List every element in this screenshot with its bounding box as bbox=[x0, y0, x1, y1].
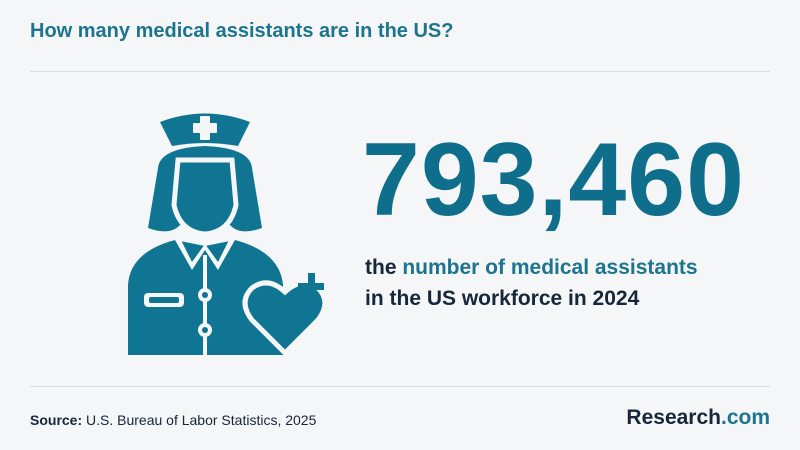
source-text: U.S. Bureau of Labor Statistics, 2025 bbox=[86, 412, 317, 428]
source: Source: U.S. Bureau of Labor Statistics,… bbox=[30, 412, 316, 428]
caption-rest: in the US workforce in 2024 bbox=[365, 287, 640, 310]
title: How many medical assistants are in the U… bbox=[30, 20, 454, 42]
source-label: Source: bbox=[30, 412, 83, 428]
divider bbox=[30, 386, 770, 387]
logo-main: Research bbox=[626, 406, 721, 429]
logo: Research.com bbox=[626, 406, 770, 430]
caption-highlight: number of medical assistants bbox=[402, 256, 698, 279]
nurse-icon bbox=[128, 113, 328, 357]
caption-lead: the bbox=[365, 256, 397, 279]
divider bbox=[30, 71, 770, 72]
stat-caption: the number of medical assistants in the … bbox=[365, 252, 698, 314]
stat-number: 793,460 bbox=[362, 122, 745, 238]
logo-suffix: .com bbox=[720, 406, 770, 429]
